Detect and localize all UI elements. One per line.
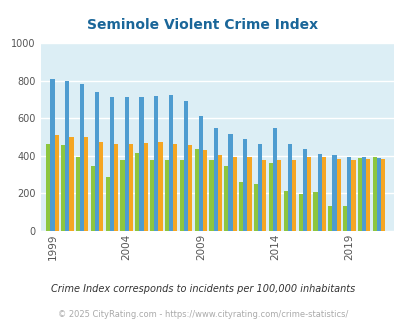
Bar (202, 150, 207, 231)
Bar (298, 194, 302, 231)
Bar (346, 157, 350, 231)
Bar (313, 192, 317, 231)
Bar (283, 190, 287, 231)
Bar (317, 154, 321, 231)
Bar (173, 144, 177, 231)
Bar (169, 95, 173, 231)
Bar (198, 116, 202, 231)
Bar (342, 206, 346, 231)
Bar (277, 160, 281, 231)
Bar (95, 92, 99, 231)
Bar (46, 144, 50, 231)
Bar (91, 166, 95, 231)
Bar (194, 149, 198, 231)
Bar (306, 157, 310, 231)
Bar (380, 159, 384, 231)
Bar (61, 146, 65, 231)
Bar (179, 160, 183, 231)
Bar (254, 184, 258, 231)
Bar (99, 142, 103, 231)
Bar (243, 139, 247, 231)
Bar (217, 155, 222, 231)
Bar (143, 143, 147, 231)
Bar (258, 145, 262, 231)
Bar (239, 182, 243, 231)
Bar (302, 149, 306, 231)
Bar (209, 159, 213, 231)
Bar (372, 157, 376, 231)
Bar (65, 81, 69, 231)
Bar (365, 159, 369, 231)
Bar (69, 137, 73, 231)
Bar (158, 142, 162, 231)
Bar (376, 158, 380, 231)
Bar (228, 134, 232, 231)
Bar (327, 206, 332, 231)
Text: © 2025 CityRating.com - https://www.cityrating.com/crime-statistics/: © 2025 CityRating.com - https://www.city… (58, 310, 347, 319)
Bar (114, 144, 118, 231)
Bar (109, 96, 114, 231)
Bar (150, 159, 154, 231)
Bar (350, 160, 355, 231)
Bar (213, 128, 217, 231)
Bar (272, 128, 277, 231)
Bar (232, 157, 236, 231)
Bar (291, 160, 295, 231)
Bar (135, 153, 139, 231)
Text: Crime Index corresponds to incidents per 100,000 inhabitants: Crime Index corresponds to incidents per… (51, 284, 354, 294)
Bar (54, 135, 59, 231)
Bar (287, 144, 291, 231)
Bar (357, 158, 361, 231)
Bar (154, 96, 158, 231)
Bar (361, 157, 365, 231)
Bar (128, 144, 132, 231)
Bar (183, 101, 188, 231)
Text: Seminole Violent Crime Index: Seminole Violent Crime Index (87, 18, 318, 32)
Bar (332, 155, 336, 231)
Bar (268, 163, 272, 231)
Bar (105, 178, 109, 231)
Bar (120, 159, 124, 231)
Bar (124, 97, 128, 231)
Bar (224, 166, 228, 231)
Bar (188, 146, 192, 231)
Bar (76, 157, 80, 231)
Bar (262, 160, 266, 231)
Bar (84, 137, 88, 231)
Bar (247, 157, 251, 231)
Bar (336, 159, 340, 231)
Bar (80, 84, 84, 231)
Bar (164, 159, 169, 231)
Bar (50, 79, 54, 231)
Bar (321, 157, 325, 231)
Bar (139, 96, 143, 231)
